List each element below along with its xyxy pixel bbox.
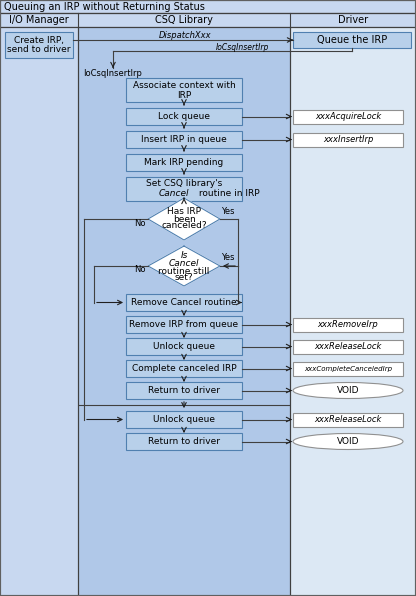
Text: Unlock queue: Unlock queue <box>153 342 215 351</box>
Bar <box>126 411 242 428</box>
Bar <box>293 110 403 123</box>
Bar <box>126 108 242 125</box>
Text: Complete canceled IRP: Complete canceled IRP <box>132 364 236 373</box>
Text: xxxInsertIrp: xxxInsertIrp <box>323 135 373 144</box>
Polygon shape <box>148 198 220 240</box>
Bar <box>126 360 242 377</box>
Bar <box>126 154 242 171</box>
Bar <box>78 27 290 596</box>
Text: Remove Cancel routine: Remove Cancel routine <box>131 298 237 307</box>
Polygon shape <box>148 246 220 286</box>
Text: xxxRemoveIrp: xxxRemoveIrp <box>318 320 379 329</box>
Text: send to driver: send to driver <box>7 45 71 54</box>
Bar <box>293 340 403 353</box>
Bar <box>293 318 403 331</box>
Bar <box>126 433 242 450</box>
Ellipse shape <box>293 383 403 399</box>
Text: VOID: VOID <box>337 386 359 395</box>
Text: No: No <box>134 219 146 228</box>
Bar <box>293 412 403 427</box>
Text: set?: set? <box>175 274 193 283</box>
Bar <box>126 78 242 102</box>
Text: canceled?: canceled? <box>161 222 207 231</box>
Text: No: No <box>134 265 146 275</box>
Text: Create IRP,: Create IRP, <box>14 36 64 45</box>
Text: IoCsqInsertIrp: IoCsqInsertIrp <box>216 42 269 51</box>
Text: xxxReleaseLock: xxxReleaseLock <box>314 342 382 351</box>
Text: Associate context with: Associate context with <box>133 80 235 89</box>
Text: Is: Is <box>180 252 188 260</box>
Bar <box>0 0 416 13</box>
Text: VOID: VOID <box>337 437 359 446</box>
Text: Insert IRP in queue: Insert IRP in queue <box>141 135 227 144</box>
Text: IRP: IRP <box>177 91 191 100</box>
Bar <box>5 32 73 58</box>
Text: Mark IRP pending: Mark IRP pending <box>144 158 224 167</box>
Text: Return to driver: Return to driver <box>148 386 220 395</box>
Text: Queuing an IRP without Returning Status: Queuing an IRP without Returning Status <box>4 2 205 11</box>
Text: Set CSQ library's: Set CSQ library's <box>146 178 222 188</box>
Text: IoCsqInsertIrp: IoCsqInsertIrp <box>83 69 142 77</box>
Bar <box>290 27 416 596</box>
Bar <box>126 338 242 355</box>
Bar <box>126 382 242 399</box>
Text: xxxCompleteCanceledIrp: xxxCompleteCanceledIrp <box>304 365 392 371</box>
Bar <box>126 177 242 201</box>
Text: Yes: Yes <box>221 253 235 262</box>
Text: xxxAcquireLock: xxxAcquireLock <box>315 112 381 121</box>
Text: routine in IRP: routine in IRP <box>196 188 260 197</box>
Bar <box>293 32 411 48</box>
Bar <box>126 131 242 148</box>
Text: Return to driver: Return to driver <box>148 437 220 446</box>
Text: Remove IRP from queue: Remove IRP from queue <box>129 320 238 329</box>
Text: Cancel: Cancel <box>169 259 199 268</box>
Bar <box>126 316 242 333</box>
Bar <box>0 13 416 27</box>
Text: Driver: Driver <box>338 15 368 25</box>
Bar <box>126 294 242 311</box>
Text: xxxReleaseLock: xxxReleaseLock <box>314 415 382 424</box>
Bar <box>293 132 403 147</box>
Text: Queue the IRP: Queue the IRP <box>317 35 387 45</box>
Text: Yes: Yes <box>221 206 235 216</box>
Bar <box>0 27 78 596</box>
Ellipse shape <box>293 433 403 449</box>
Text: been: been <box>173 215 196 224</box>
Text: Has IRP: Has IRP <box>167 207 201 216</box>
Text: Lock queue: Lock queue <box>158 112 210 121</box>
Text: I/O Manager: I/O Manager <box>9 15 69 25</box>
Text: CSQ Library: CSQ Library <box>155 15 213 25</box>
Text: routine still: routine still <box>158 266 210 275</box>
Text: Unlock queue: Unlock queue <box>153 415 215 424</box>
Bar <box>293 362 403 375</box>
Text: Cancel: Cancel <box>159 188 189 197</box>
Text: DispatchXxx: DispatchXxx <box>159 32 212 41</box>
